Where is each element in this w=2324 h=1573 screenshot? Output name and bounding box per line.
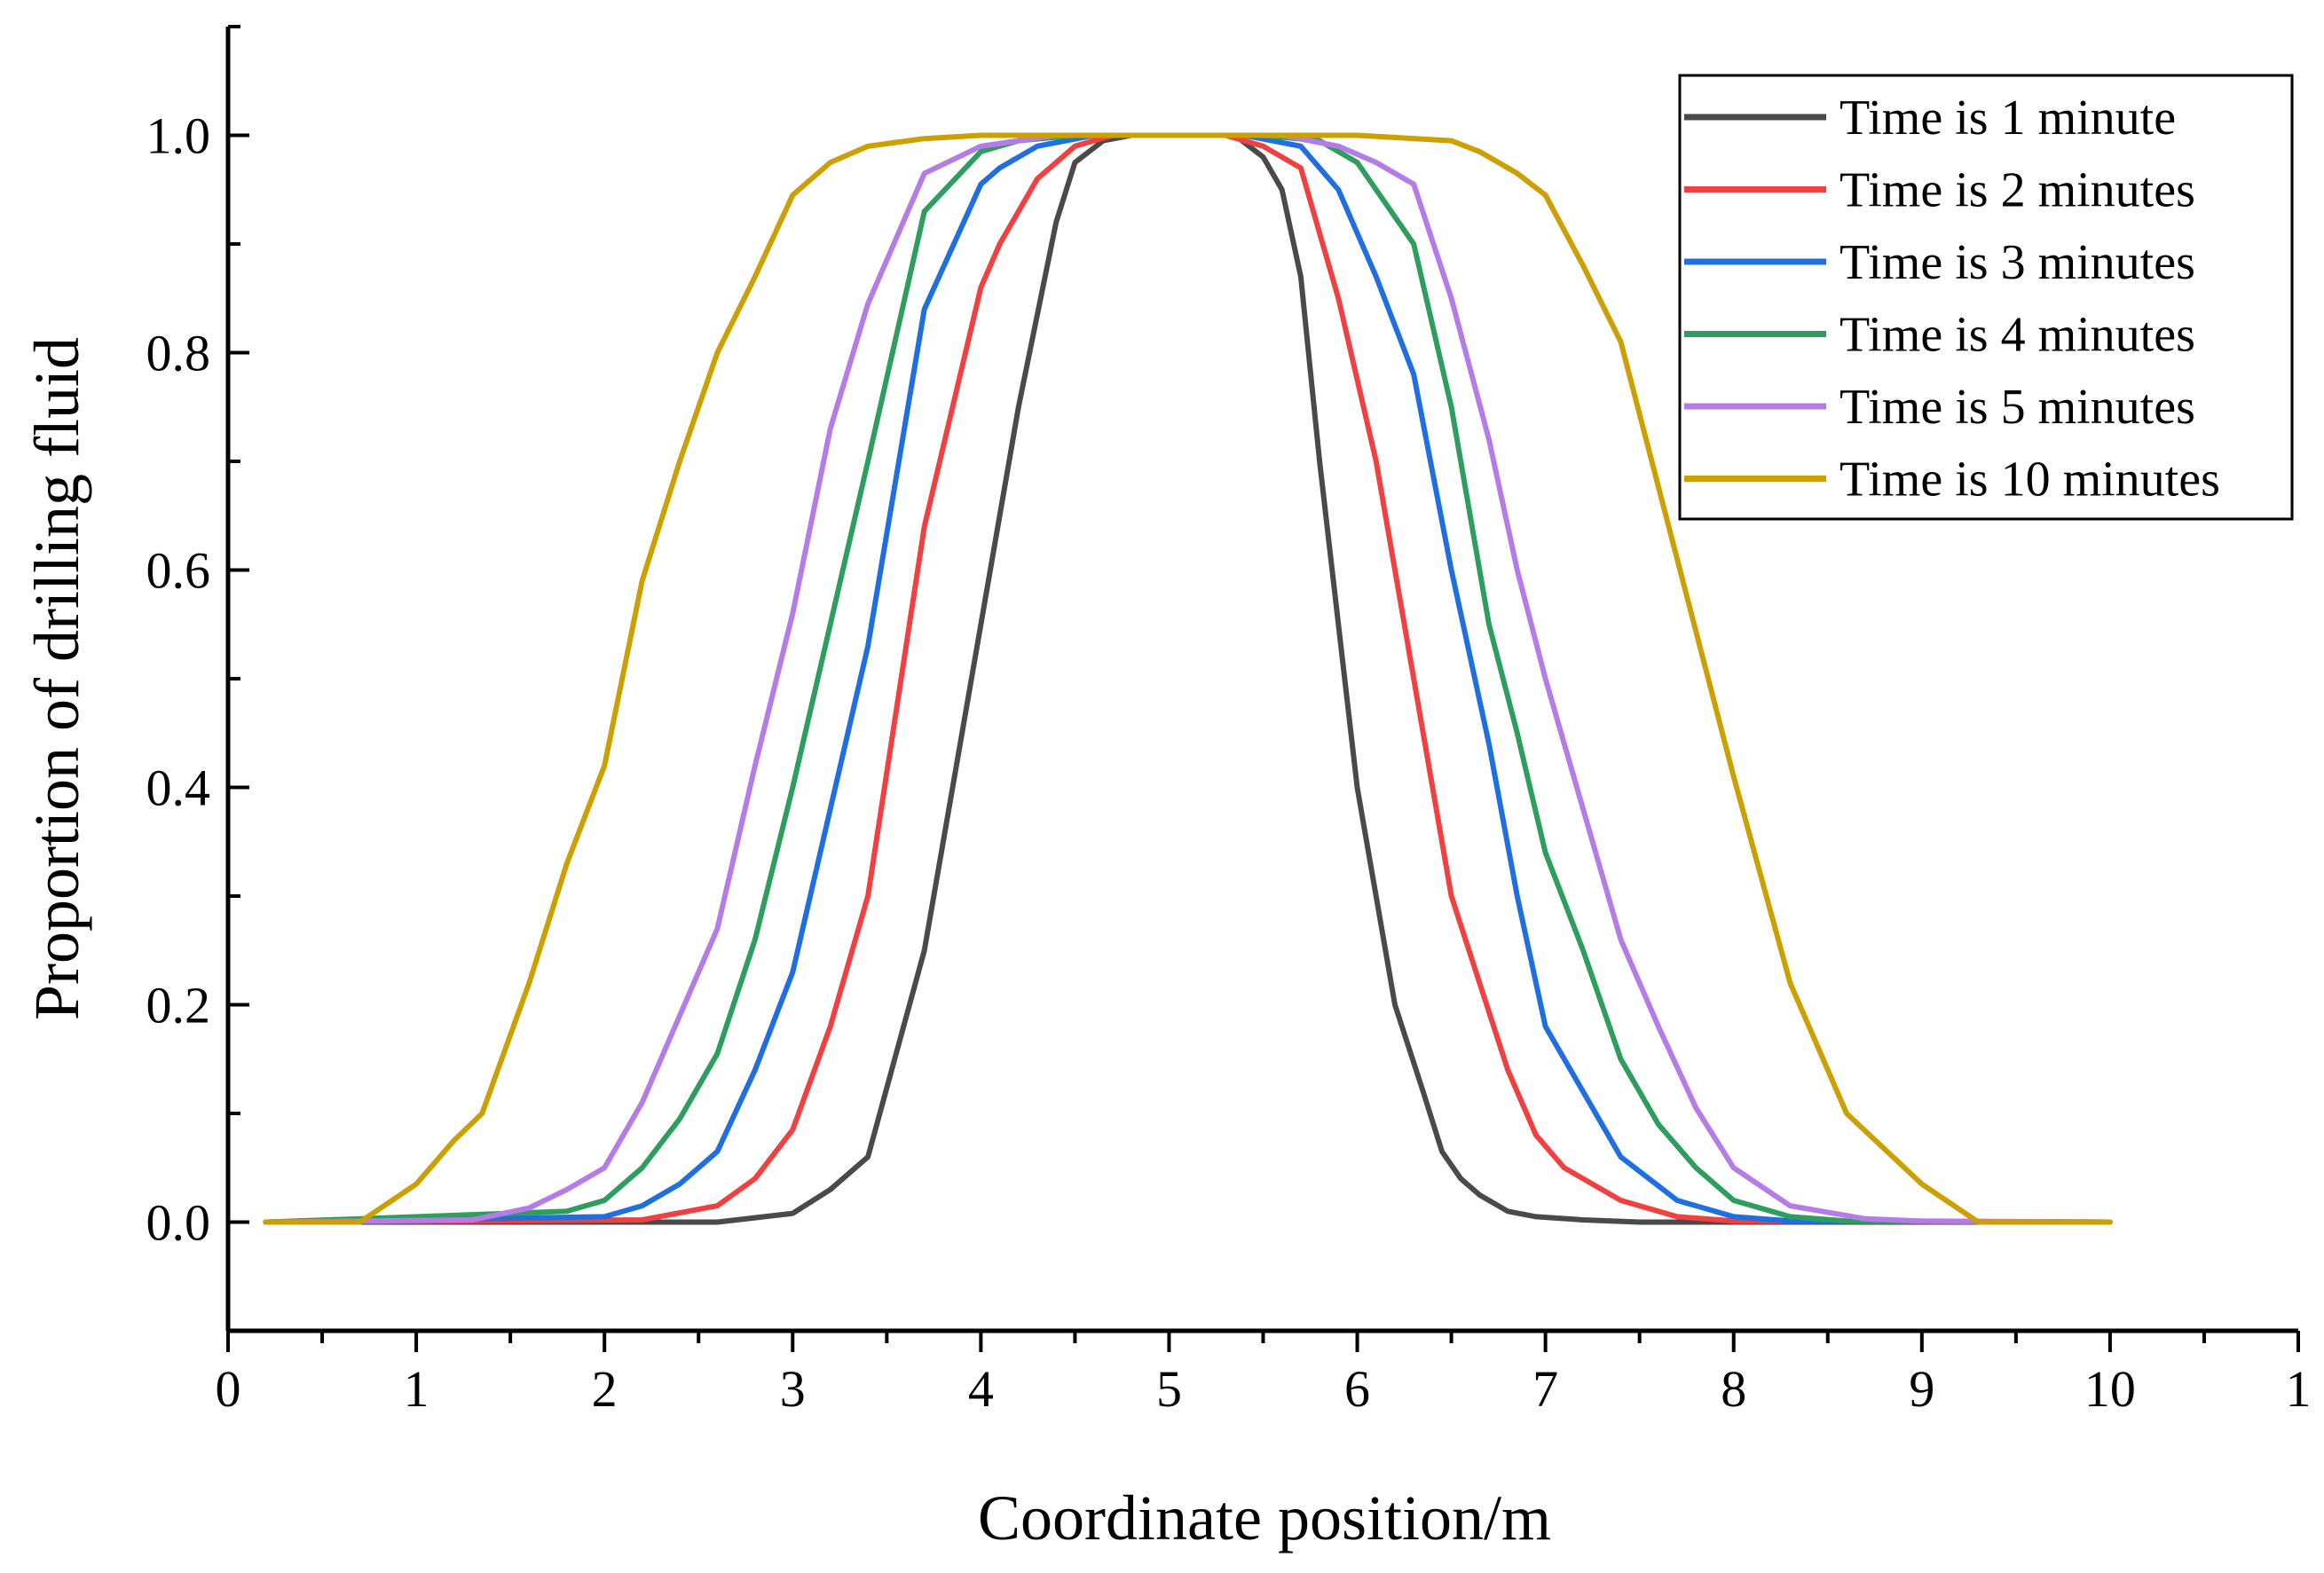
legend: Time is 1 minute Time is 2 minutes Time is… xyxy=(1678,74,2294,521)
x-tick-label: 7 xyxy=(1532,1360,1558,1418)
x-tick-label: 1 xyxy=(2286,1360,2312,1418)
y-axis-title: Proportion of drilling fluid xyxy=(21,337,92,1020)
legend-label-6: Time is 10 minutes xyxy=(1840,452,2220,507)
legend-items: Time is 1 minute Time is 2 minutes Time is… xyxy=(1684,90,2220,507)
axes: 0 1 2 3 4 5 6 7 8 9 10 1 0.0 0.2 0.4 0.6 0.8 1.0 xyxy=(146,25,2312,1418)
y-tick-labels: 0.0 0.2 0.4 0.6 0.8 1.0 xyxy=(146,107,211,1252)
legend-label-1: Time is 1 minute xyxy=(1840,90,2176,146)
legend-label-5: Time is 5 minutes xyxy=(1840,380,2195,435)
legend-label-3: Time is 3 minutes xyxy=(1840,235,2195,290)
x-tick-label: 0 xyxy=(216,1360,241,1418)
x-tick-label: 10 xyxy=(2084,1360,2136,1418)
x-tick-labels: 0 1 2 3 4 5 6 7 8 9 10 1 xyxy=(216,1360,2312,1418)
legend-label-4: Time is 4 minutes xyxy=(1840,308,2195,363)
series-line-6 xyxy=(263,132,2113,1225)
y-ticks xyxy=(228,25,249,1333)
y-tick-label: 0.0 xyxy=(146,1194,211,1252)
series-line-1 xyxy=(263,132,2113,1225)
y-tick-label: 0.4 xyxy=(146,759,211,817)
y-tick-label: 1.0 xyxy=(146,107,211,165)
x-axis-title: Coordinate position/m xyxy=(978,1483,1551,1553)
x-tick-label: 3 xyxy=(780,1360,806,1418)
x-tick-label: 6 xyxy=(1344,1360,1370,1418)
x-ticks xyxy=(226,1331,2300,1352)
x-tick-label: 4 xyxy=(968,1360,994,1418)
x-tick-label: 2 xyxy=(592,1360,618,1418)
x-tick-label: 8 xyxy=(1721,1360,1746,1418)
y-tick-label: 0.8 xyxy=(146,325,211,382)
x-tick-label: 1 xyxy=(404,1360,429,1418)
y-tick-label: 0.6 xyxy=(146,542,211,600)
legend-label-2: Time is 2 minutes xyxy=(1840,163,2195,218)
plot-lines xyxy=(263,132,2113,1225)
x-tick-label: 5 xyxy=(1156,1360,1182,1418)
x-tick-label: 9 xyxy=(1909,1360,1934,1418)
legend-box xyxy=(1678,74,2294,521)
y-tick-label: 0.2 xyxy=(146,977,211,1034)
